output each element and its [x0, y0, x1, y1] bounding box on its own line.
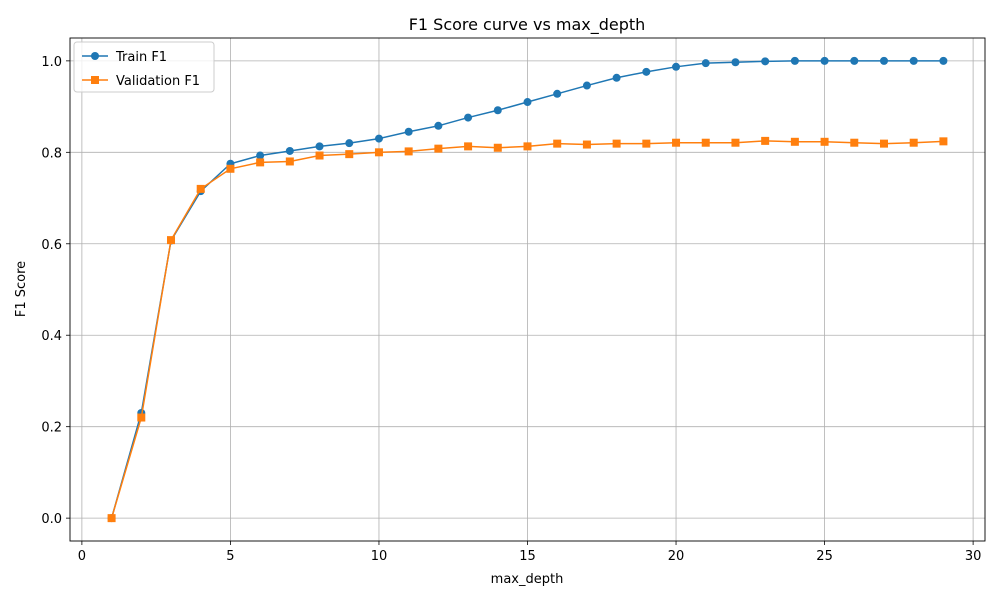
x-tick-label: 20	[668, 549, 685, 564]
legend-label-train: Train F1	[115, 50, 167, 65]
train-f1-point	[701, 59, 710, 68]
x-tick-label: 5	[226, 549, 234, 564]
x-axis-label: max_depth	[491, 572, 564, 587]
train-f1-point	[256, 151, 265, 160]
validation-f1-point	[909, 138, 918, 147]
validation-f1-point	[701, 138, 710, 147]
y-tick-label: 0.6	[41, 238, 62, 253]
legend-box	[73, 41, 215, 93]
train-f1-point	[939, 56, 948, 65]
train-f1-point	[879, 56, 888, 65]
train-f1-point	[374, 134, 383, 143]
y-tick-label: 0.8	[41, 146, 62, 161]
validation-f1-point	[256, 158, 265, 167]
train-f1-point	[850, 56, 859, 65]
train-f1-point	[642, 67, 651, 76]
x-tick-label: 30	[965, 549, 982, 564]
validation-f1-point	[345, 150, 354, 159]
grid-lines	[70, 38, 985, 541]
x-tick-label: 15	[519, 549, 536, 564]
y-tick-label: 0.2	[41, 421, 62, 436]
train-f1-point	[285, 146, 294, 155]
train-f1-point	[404, 127, 413, 136]
validation-f1-point	[523, 142, 532, 151]
legend-marker-train	[91, 52, 99, 60]
validation-f1-point	[464, 142, 473, 151]
legend: Train F1 Validation F1	[73, 41, 215, 93]
y-tick-label: 0.4	[41, 329, 62, 344]
validation-f1-point	[226, 164, 235, 173]
validation-f1-point	[285, 157, 294, 166]
validation-f1-point	[879, 139, 888, 148]
train-f1-point	[464, 113, 473, 122]
validation-f1-point	[582, 140, 591, 149]
train-f1-point	[612, 73, 621, 82]
x-tick-label: 10	[371, 549, 388, 564]
validation-f1-point	[434, 144, 443, 153]
validation-f1-point	[612, 139, 621, 148]
train-f1-point	[909, 56, 918, 65]
train-f1-point	[315, 142, 324, 151]
validation-f1-point	[939, 137, 948, 146]
validation-f1-point	[731, 138, 740, 147]
y-axis-label: F1 Score	[14, 261, 29, 317]
train-f1-point	[731, 58, 740, 67]
train-f1-point	[553, 89, 562, 98]
train-f1-point	[761, 57, 770, 66]
train-f1-point	[523, 98, 532, 107]
y-axis: 0.0 0.2 0.4 0.6 0.8 1.0	[41, 55, 70, 527]
train-f1-point	[493, 106, 502, 115]
train-f1-point	[672, 62, 681, 71]
validation-f1-point	[137, 413, 146, 422]
train-f1-point	[345, 139, 354, 148]
validation-f1-point	[167, 236, 176, 245]
validation-f1-point	[374, 148, 383, 157]
validation-f1-point	[642, 139, 651, 148]
validation-f1-point	[761, 136, 770, 145]
chart-title: F1 Score curve vs max_depth	[409, 15, 646, 35]
train-f1-point	[820, 56, 829, 65]
validation-f1-point	[672, 138, 681, 147]
x-tick-label: 0	[78, 549, 86, 564]
x-tick-label: 25	[816, 549, 833, 564]
train-f1-point	[582, 81, 591, 90]
validation-f1-point	[493, 143, 502, 152]
validation-f1-point	[850, 138, 859, 147]
train-f1-point	[790, 56, 799, 65]
y-tick-label: 1.0	[41, 55, 62, 70]
validation-f1-point	[107, 514, 116, 523]
series-lines	[107, 56, 948, 523]
validation-f1-point	[790, 137, 799, 146]
legend-label-validation: Validation F1	[116, 74, 200, 89]
train-f1-point	[434, 121, 443, 130]
validation-f1-point	[196, 184, 205, 193]
validation-f1-point	[404, 147, 413, 156]
y-tick-label: 0.0	[41, 512, 62, 527]
validation-f1-point	[553, 139, 562, 148]
validation-f1-point	[820, 137, 829, 146]
legend-marker-validation	[91, 76, 99, 84]
validation-f1-point	[315, 151, 324, 160]
x-axis: 0 5 10 15 20 25 30	[78, 541, 982, 564]
